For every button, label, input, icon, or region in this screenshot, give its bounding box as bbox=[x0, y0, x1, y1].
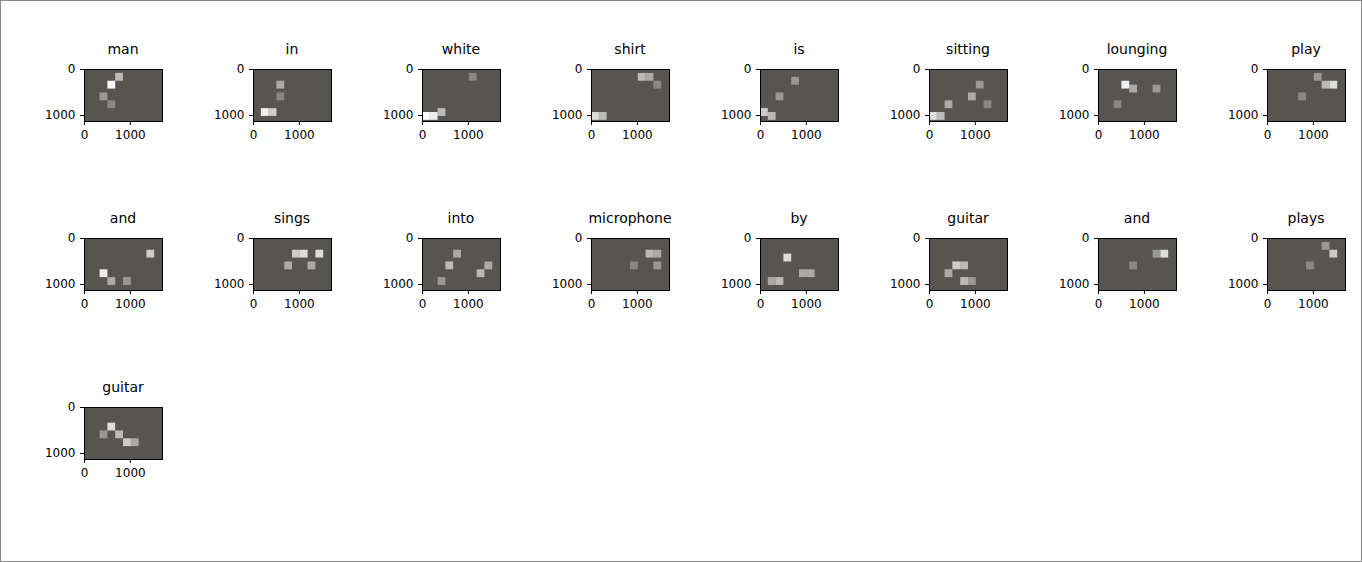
svg-text:1000: 1000 bbox=[622, 297, 653, 311]
svg-text:0: 0 bbox=[68, 231, 76, 245]
svg-text:1000: 1000 bbox=[115, 466, 146, 480]
svg-text:0: 0 bbox=[757, 297, 765, 311]
svg-text:0: 0 bbox=[81, 128, 89, 142]
svg-text:1000: 1000 bbox=[622, 128, 653, 142]
svg-text:0: 0 bbox=[68, 400, 76, 414]
html-text:by: by bbox=[790, 210, 808, 226]
svg-text:1000: 1000 bbox=[214, 108, 245, 122]
svg-text:0: 0 bbox=[250, 297, 258, 311]
svg-text:1000: 1000 bbox=[115, 128, 146, 142]
html-text:man: man bbox=[107, 41, 139, 57]
svg-text:1000: 1000 bbox=[960, 297, 991, 311]
svg-text:1000: 1000 bbox=[45, 108, 76, 122]
svg-text:0: 0 bbox=[406, 62, 414, 76]
svg-text:1000: 1000 bbox=[284, 297, 315, 311]
html-text:and: and bbox=[109, 210, 137, 226]
html-text:lounging: lounging bbox=[1106, 41, 1168, 57]
html-text:microphone: microphone bbox=[588, 210, 672, 226]
html-text:play: play bbox=[1291, 41, 1321, 57]
svg-text:0: 0 bbox=[926, 297, 934, 311]
svg-text:1000: 1000 bbox=[791, 128, 822, 142]
svg-text:0: 0 bbox=[744, 62, 752, 76]
html-text:sings: sings bbox=[273, 210, 311, 226]
svg-text:1000: 1000 bbox=[1059, 108, 1090, 122]
svg-text:0: 0 bbox=[419, 128, 427, 142]
svg-text:1000: 1000 bbox=[1059, 277, 1090, 291]
html-text:shirt: shirt bbox=[614, 41, 646, 57]
svg-text:0: 0 bbox=[1095, 128, 1103, 142]
svg-text:0: 0 bbox=[1082, 62, 1090, 76]
svg-text:1000: 1000 bbox=[890, 108, 921, 122]
html-text:sitting: sitting bbox=[946, 41, 990, 57]
svg-text:0: 0 bbox=[81, 466, 89, 480]
svg-text:0: 0 bbox=[250, 128, 258, 142]
svg-text:1000: 1000 bbox=[284, 128, 315, 142]
html-text:is: is bbox=[793, 41, 805, 57]
svg-text:0: 0 bbox=[237, 231, 245, 245]
html-text:white: white bbox=[441, 41, 481, 57]
html-text:in: in bbox=[285, 41, 299, 57]
svg-text:1000: 1000 bbox=[1298, 297, 1329, 311]
svg-text:0: 0 bbox=[913, 231, 921, 245]
svg-text:1000: 1000 bbox=[383, 277, 414, 291]
svg-text:1000: 1000 bbox=[791, 297, 822, 311]
svg-text:1000: 1000 bbox=[890, 277, 921, 291]
svg-text:1000: 1000 bbox=[1129, 297, 1160, 311]
html-text:guitar: guitar bbox=[947, 210, 989, 226]
svg-text:0: 0 bbox=[81, 297, 89, 311]
svg-text:1000: 1000 bbox=[453, 297, 484, 311]
svg-text:0: 0 bbox=[757, 128, 765, 142]
html-text:plays: plays bbox=[1287, 210, 1325, 226]
svg-text:1000: 1000 bbox=[960, 128, 991, 142]
svg-text:0: 0 bbox=[1095, 297, 1103, 311]
svg-text:0: 0 bbox=[1082, 231, 1090, 245]
svg-text:0: 0 bbox=[1264, 128, 1272, 142]
svg-text:0: 0 bbox=[1264, 297, 1272, 311]
svg-text:0: 0 bbox=[588, 297, 596, 311]
svg-text:0: 0 bbox=[406, 231, 414, 245]
svg-text:1000: 1000 bbox=[1228, 108, 1259, 122]
svg-text:0: 0 bbox=[926, 128, 934, 142]
svg-text:1000: 1000 bbox=[721, 108, 752, 122]
html-text:into: into bbox=[447, 210, 475, 226]
svg-text:1000: 1000 bbox=[453, 128, 484, 142]
svg-text:1000: 1000 bbox=[45, 277, 76, 291]
svg-text:1000: 1000 bbox=[552, 277, 583, 291]
svg-text:1000: 1000 bbox=[214, 277, 245, 291]
svg-text:1000: 1000 bbox=[1298, 128, 1329, 142]
svg-text:0: 0 bbox=[68, 62, 76, 76]
svg-text:1000: 1000 bbox=[45, 446, 76, 460]
svg-text:1000: 1000 bbox=[383, 108, 414, 122]
html-text:guitar: guitar bbox=[102, 379, 144, 395]
svg-text:0: 0 bbox=[913, 62, 921, 76]
svg-text:1000: 1000 bbox=[1129, 128, 1160, 142]
svg-text:1000: 1000 bbox=[552, 108, 583, 122]
svg-text:0: 0 bbox=[237, 62, 245, 76]
svg-text:0: 0 bbox=[575, 231, 583, 245]
svg-text:0: 0 bbox=[575, 62, 583, 76]
svg-text:0: 0 bbox=[1251, 231, 1259, 245]
svg-text:0: 0 bbox=[1251, 62, 1259, 76]
svg-text:1000: 1000 bbox=[721, 277, 752, 291]
html-text:and: and bbox=[1123, 210, 1151, 226]
svg-text:1000: 1000 bbox=[115, 297, 146, 311]
svg-text:1000: 1000 bbox=[1228, 277, 1259, 291]
svg-text:0: 0 bbox=[588, 128, 596, 142]
svg-text:0: 0 bbox=[744, 231, 752, 245]
svg-text:0: 0 bbox=[419, 297, 427, 311]
